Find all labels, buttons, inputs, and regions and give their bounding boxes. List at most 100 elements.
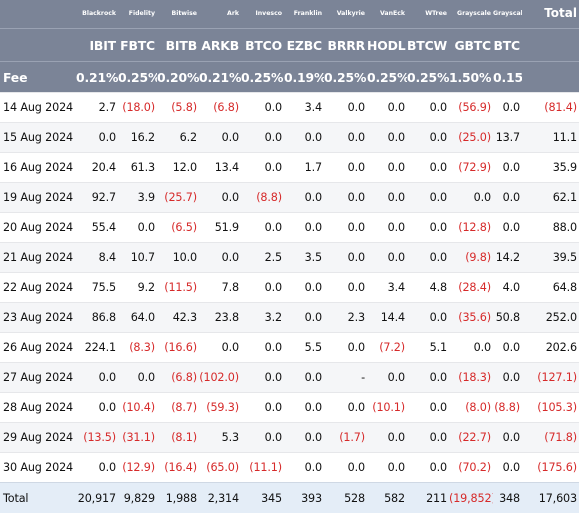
flow-value-cell: (8.7) [157,392,199,423]
flow-value-cell: (8.8) [493,392,522,423]
flow-value-cell: 0.0 [241,212,284,243]
flow-value-cell: (59.3) [199,392,241,423]
table-row: 27 Aug 2024 0.0 0.0 (6.8) (102.0) 0.0 0.0-0.0 0… [0,362,579,393]
flow-value-cell: 0.0 [284,122,324,153]
flow-value-cell: (25.0) [449,122,493,153]
fee-value: 0.25% [407,61,449,93]
flow-value-cell: 0.0 [241,92,284,123]
table-row: 28 Aug 2024 0.0 (10.4) (8.7) (59.3) 0.0 0.0 0.0… [0,392,579,423]
flow-value-cell: 0.0 [493,92,522,123]
table-row: 21 Aug 2024 8.4 10.7 10.0 0.0 2.5 3.5 0.0 0.0 0.0… [0,242,579,273]
flow-value-cell: (8.3) [118,332,157,363]
ticker-label: EZBC [284,28,324,62]
corner-cell [0,28,76,62]
flow-value-cell: (10.4) [118,392,157,423]
flow-value-cell: 0.0 [324,392,367,423]
table-row: 15 Aug 2024 0.0 16.2 6.2 0.0 0.0 0.0 0.0 0.0 0.0(… [0,122,579,153]
flow-value-cell: 10.7 [118,242,157,273]
flow-value-cell: 4.8 [407,272,449,303]
fee-label: Fee [0,61,76,93]
corner-cell [522,28,579,62]
flow-value-cell: (7.2) [367,332,407,363]
flow-value-cell: 0.0 [241,152,284,183]
ticker-label: BTCO [241,28,284,62]
flow-value-cell: 14.2 [493,242,522,273]
table-row: 23 Aug 2024 86.8 64.0 42.3 23.8 3.2 0.0 2.3 14.4… [0,302,579,333]
date-cell: 30 Aug 2024 [0,452,76,483]
flow-value-cell: 0.0 [118,212,157,243]
flow-value-cell: 0.0 [324,272,367,303]
date-cell: 20 Aug 2024 [0,212,76,243]
flow-value-cell: 0.0 [407,362,449,393]
flow-value-cell: 23.8 [199,302,241,333]
ticker-header-row: IBIT FBTC BITB ARKB BTCO EZBC BRRR HODL … [0,28,579,62]
row-total-cell: 252.0 [522,302,579,333]
table-row: 29 Aug 2024 (13.5) (31.1) (8.1) 5.3 0.0 0.0 (1.… [0,422,579,453]
flow-value-cell: (11.1) [241,452,284,483]
flow-value-cell: 0.0 [493,332,522,363]
flow-value-cell: 0.0 [199,332,241,363]
fee-value: 0.21% [76,61,118,93]
flow-value-cell: 2.5 [241,242,284,273]
flow-value-cell: 3.4 [367,272,407,303]
flow-value-cell: 3.2 [241,302,284,333]
issuer-label: Franklin [284,0,324,29]
flow-value-cell: (5.8) [157,92,199,123]
flow-value-cell: 0.0 [284,182,324,213]
flow-value-cell: 0.0 [407,92,449,123]
date-cell: 29 Aug 2024 [0,422,76,453]
flow-value-cell: 0.0 [199,182,241,213]
row-total-cell: 11.1 [522,122,579,153]
row-total-cell: (127.1) [522,362,579,393]
total-value: 2,314 [199,482,241,513]
corner-cell [522,61,579,93]
flow-value-cell: 42.3 [157,302,199,333]
table-row: 30 Aug 2024 0.0 (12.9) (16.4) (65.0) (11.1) 0.… [0,452,579,483]
total-value: 348 [493,482,522,513]
date-cell: 14 Aug 2024 [0,92,76,123]
flow-value-cell: 0.0 [324,332,367,363]
flow-rows: 14 Aug 2024 2.7 (18.0) (5.8) (6.8) 0.0 3.4 0.0 0… [0,92,579,483]
flow-value-cell: 0.0 [118,362,157,393]
ticker-label: FBTC [118,28,157,62]
flow-value-cell: 0.0 [493,182,522,213]
flow-value-cell: 0.0 [324,92,367,123]
ticker-label: IBIT [76,28,118,62]
total-value: 20,917 [76,482,118,513]
flow-value-cell: 55.4 [76,212,118,243]
flow-value-cell: (16.6) [157,332,199,363]
flow-value-cell: (6.8) [199,92,241,123]
flow-value-cell: 0.0 [284,272,324,303]
total-column-header: Total [522,0,579,29]
issuer-label: Bitwise [157,0,199,29]
flow-value-cell: (18.3) [449,362,493,393]
issuer-header-row: Blackrock Fidelity Bitwise Ark Invesco F… [0,0,579,29]
date-cell: 21 Aug 2024 [0,242,76,273]
flow-value-cell: 20.4 [76,152,118,183]
flow-value-cell: (18.0) [118,92,157,123]
flow-value-cell: 0.0 [324,452,367,483]
row-total-cell: 88.0 [522,212,579,243]
fee-value: 0.15% [493,61,522,93]
total-value: (19,852) [449,482,493,513]
flow-value-cell: 0.0 [241,362,284,393]
flow-value-cell: (11.5) [157,272,199,303]
flow-value-cell: (8.0) [449,392,493,423]
flow-value-cell: 0.0 [367,122,407,153]
flow-value-cell: (12.9) [118,452,157,483]
flow-value-cell: (6.8) [157,362,199,393]
flow-value-cell: 0.0 [324,152,367,183]
flow-value-cell: 51.9 [199,212,241,243]
total-value: 1,988 [157,482,199,513]
flow-value-cell: 13.7 [493,122,522,153]
flow-value-cell: 0.0 [199,242,241,273]
flow-value-cell: 0.0 [241,392,284,423]
total-value: 528 [324,482,367,513]
flow-value-cell: - [324,362,367,393]
flow-value-cell: 5.5 [284,332,324,363]
flow-value-cell: (56.9) [449,92,493,123]
flow-value-cell: (16.4) [157,452,199,483]
fee-value: 0.25% [324,61,367,93]
flow-value-cell: 0.0 [284,362,324,393]
